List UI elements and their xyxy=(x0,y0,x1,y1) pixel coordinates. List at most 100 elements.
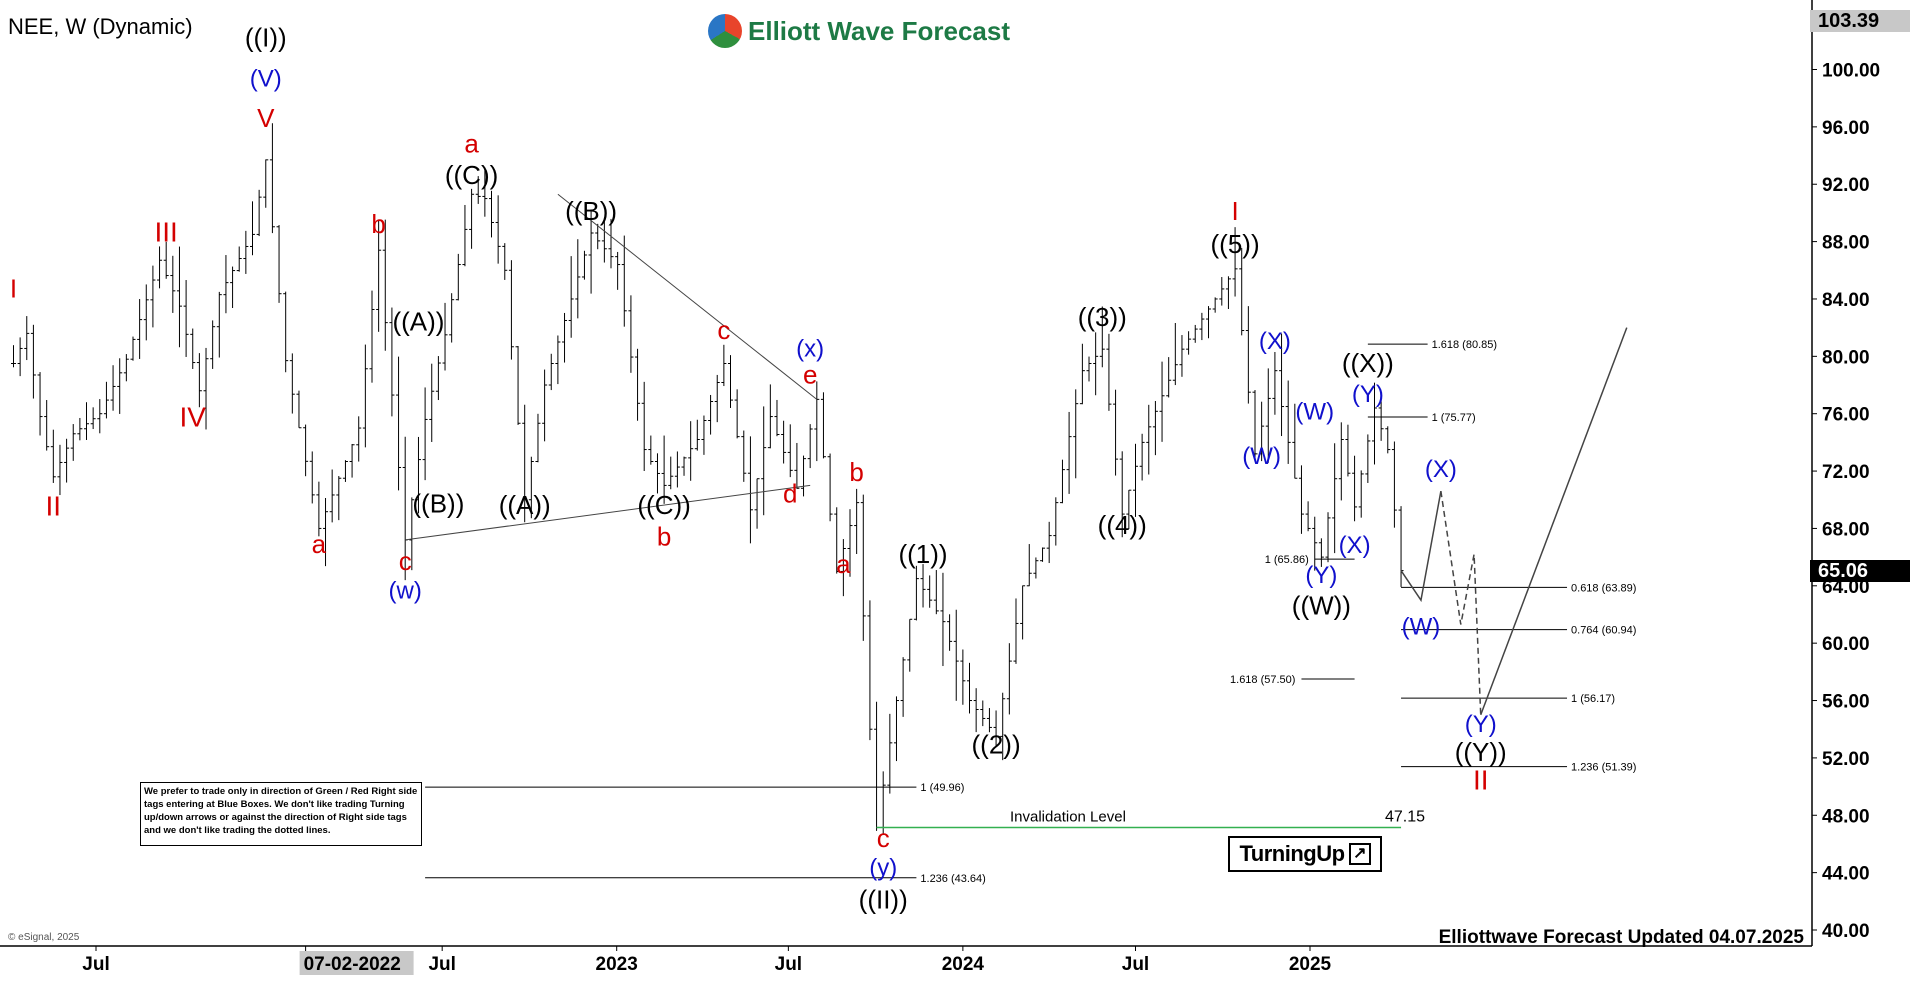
ohlc-bar xyxy=(30,324,36,399)
ohlc-bar xyxy=(741,430,747,482)
ohlc-bar xyxy=(973,688,979,733)
wave-label: (Y) xyxy=(1352,381,1384,408)
wave-label: I xyxy=(1231,196,1238,226)
price-tag-last: 65.06 xyxy=(1810,559,1910,582)
ohlc-bar xyxy=(820,392,826,459)
wave-label: (X) xyxy=(1259,328,1291,355)
ohlc-bar xyxy=(588,209,594,294)
wave-labels: IIIIIIIV((I))(V)Vabc(w)((A))((B))a((C))(… xyxy=(10,23,1507,915)
ohlc-bar xyxy=(1298,465,1304,534)
ohlc-bar xyxy=(668,456,674,490)
turning-up-badge: TurningUp ↗ xyxy=(1228,836,1382,872)
ohlc-bar xyxy=(721,344,727,387)
ohlc-bar xyxy=(263,159,269,208)
ohlc-bar xyxy=(953,609,959,701)
ohlc-bar xyxy=(276,225,282,303)
wave-label: (X) xyxy=(1425,456,1457,483)
ohlc-bar xyxy=(1000,692,1006,761)
ohlc-bar xyxy=(555,335,561,385)
ohlc-bar xyxy=(920,564,926,608)
ohlc-bar xyxy=(269,123,275,234)
wave-label: c xyxy=(877,823,890,853)
ohlc-bar xyxy=(1166,357,1172,398)
ohlc-bar xyxy=(980,700,986,727)
ohlc-bar xyxy=(674,451,680,488)
ohlc-bar xyxy=(761,406,767,516)
wave-label: ((B)) xyxy=(565,196,617,226)
ohlc-bar xyxy=(787,424,793,478)
x-tick-label: 2024 xyxy=(942,954,985,975)
ohlc-bar xyxy=(1265,368,1271,463)
ohlc-bar xyxy=(827,453,833,522)
y-tick-label: 48.00 xyxy=(1822,806,1870,827)
ohlc-bar xyxy=(867,600,873,741)
price-tag-top: 103.39 xyxy=(1810,10,1910,32)
ohlc-bar xyxy=(615,251,621,290)
ohlc-bar xyxy=(435,356,441,401)
ohlc-bar xyxy=(1279,333,1285,437)
ohlc-bar xyxy=(230,266,236,309)
ohlc-bar xyxy=(528,456,534,519)
wave-label: ((A)) xyxy=(392,307,444,337)
trendline xyxy=(557,193,818,400)
ohlc-bar xyxy=(24,316,30,361)
symbol-header: NEE, W (Dynamic) xyxy=(8,14,193,39)
wave-label: (V) xyxy=(250,66,282,93)
ohlc-bar xyxy=(1099,306,1105,368)
disclaimer-box: We prefer to trade only in direction of … xyxy=(140,782,422,846)
ohlc-bar xyxy=(316,481,322,537)
ohlc-bar xyxy=(1020,585,1026,640)
ohlc-bar xyxy=(548,353,554,391)
time-axis: Jul 07-02-2022 Jul 2023 Jul 2024 Jul 2025 xyxy=(82,946,1332,975)
ohlc-bar xyxy=(1292,403,1298,479)
ohlc-bar xyxy=(1312,516,1318,571)
ohlc-bar xyxy=(289,353,295,414)
fib-level-label: 0.764 (60.94) xyxy=(1571,625,1636,637)
wave-label: c xyxy=(399,546,412,576)
wave-label: ((4)) xyxy=(1098,510,1147,540)
wave-label: (W) xyxy=(1402,614,1441,641)
fib-level-label: 1.236 (51.39) xyxy=(1571,762,1636,774)
ohlc-bar xyxy=(1212,297,1218,313)
ohlc-bar xyxy=(323,498,329,567)
ohlc-bar xyxy=(123,354,129,382)
logo-icon xyxy=(708,14,742,48)
ohlc-bar xyxy=(1385,426,1391,454)
ohlc-bar xyxy=(967,662,973,714)
ohlc-bar xyxy=(933,570,939,615)
wave-label: (y) xyxy=(869,855,897,882)
y-tick-label: 68.00 xyxy=(1822,519,1870,540)
ohlc-bar xyxy=(694,419,700,451)
ohlc-bar xyxy=(442,302,448,371)
ohlc-bar xyxy=(1219,277,1225,306)
invalidation-value: 47.15 xyxy=(1385,808,1425,825)
ohlc-bar xyxy=(1318,538,1324,567)
ohlc-bar xyxy=(1126,489,1132,529)
wave-label: ((I)) xyxy=(245,23,287,53)
wave-label: b xyxy=(371,209,385,239)
wave-label: (w) xyxy=(389,578,422,605)
x-tick-label: 2023 xyxy=(596,954,638,975)
ohlc-bar xyxy=(143,284,149,341)
wave-label: c xyxy=(717,315,730,345)
ohlc-bar xyxy=(176,246,182,348)
ohlc-bar xyxy=(654,453,660,494)
ohlc-bar xyxy=(728,355,734,408)
ohlc-bar xyxy=(681,456,687,476)
wave-label: ((2)) xyxy=(972,730,1021,760)
ohlc-bar xyxy=(10,345,16,368)
ohlc-bar xyxy=(1305,501,1311,532)
ohlc-bar xyxy=(1186,331,1192,355)
ohlc-bar xyxy=(130,336,136,361)
ohlc-bar xyxy=(429,363,435,442)
wave-label: I xyxy=(10,274,17,304)
price-axis: 100.00 96.00 92.00 88.00 84.00 80.00 76.00 72.0… xyxy=(0,0,1880,947)
ohlc-bar xyxy=(203,347,209,430)
ohlc-bar xyxy=(296,390,302,429)
ohlc-bar xyxy=(482,168,488,217)
ohlc-bar xyxy=(210,320,216,369)
y-tick-label: 52.00 xyxy=(1822,749,1870,770)
ohlc-bar xyxy=(376,220,382,332)
ohlc-bar xyxy=(1046,521,1052,564)
fib-level-label: 0.618 (63.89) xyxy=(1571,582,1636,594)
